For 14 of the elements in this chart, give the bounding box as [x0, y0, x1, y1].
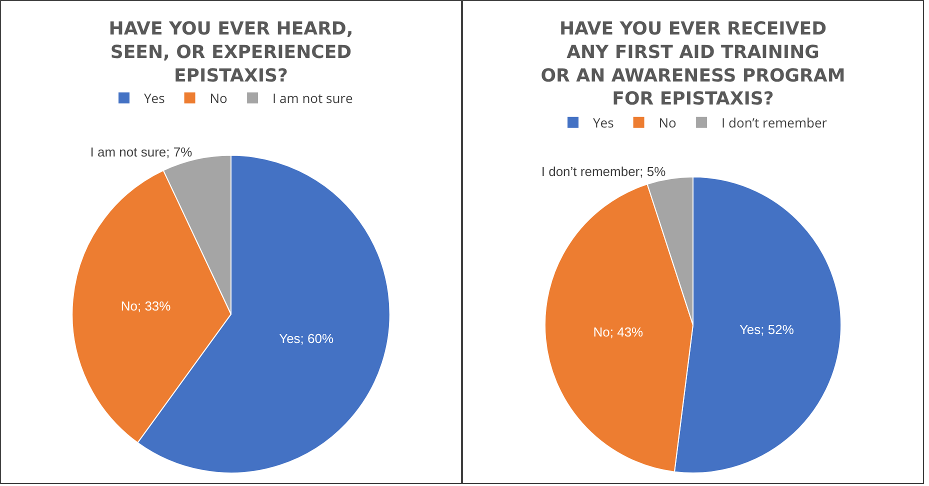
data-label: I don’t remember; 5%	[541, 164, 666, 179]
chart-title: HAVE YOU EVER RECEIVED ANY FIRST AID TRAINING OR AN AWARENESS PROGRAM FOR EPISTAXIS?	[540, 18, 846, 110]
legend-label: No	[658, 113, 677, 132]
data-label: I am not sure; 7%	[90, 144, 193, 160]
data-label: Yes; 60%	[279, 331, 334, 346]
data-label: Yes; 52%	[739, 322, 794, 338]
legend-label: I don’t remember	[722, 113, 828, 132]
data-label: No; 33%	[120, 298, 172, 314]
data-label: No; 43%	[593, 324, 644, 340]
legend-label: Yes	[593, 113, 614, 132]
legend-label: I am not sure	[272, 88, 353, 107]
chart-title: HAVE YOU EVER HEARD, SEEN, OR EXPERIENCED EPISTAXIS?	[108, 18, 354, 86]
legend-label: No	[210, 88, 228, 107]
legend-label: Yes	[144, 88, 165, 107]
